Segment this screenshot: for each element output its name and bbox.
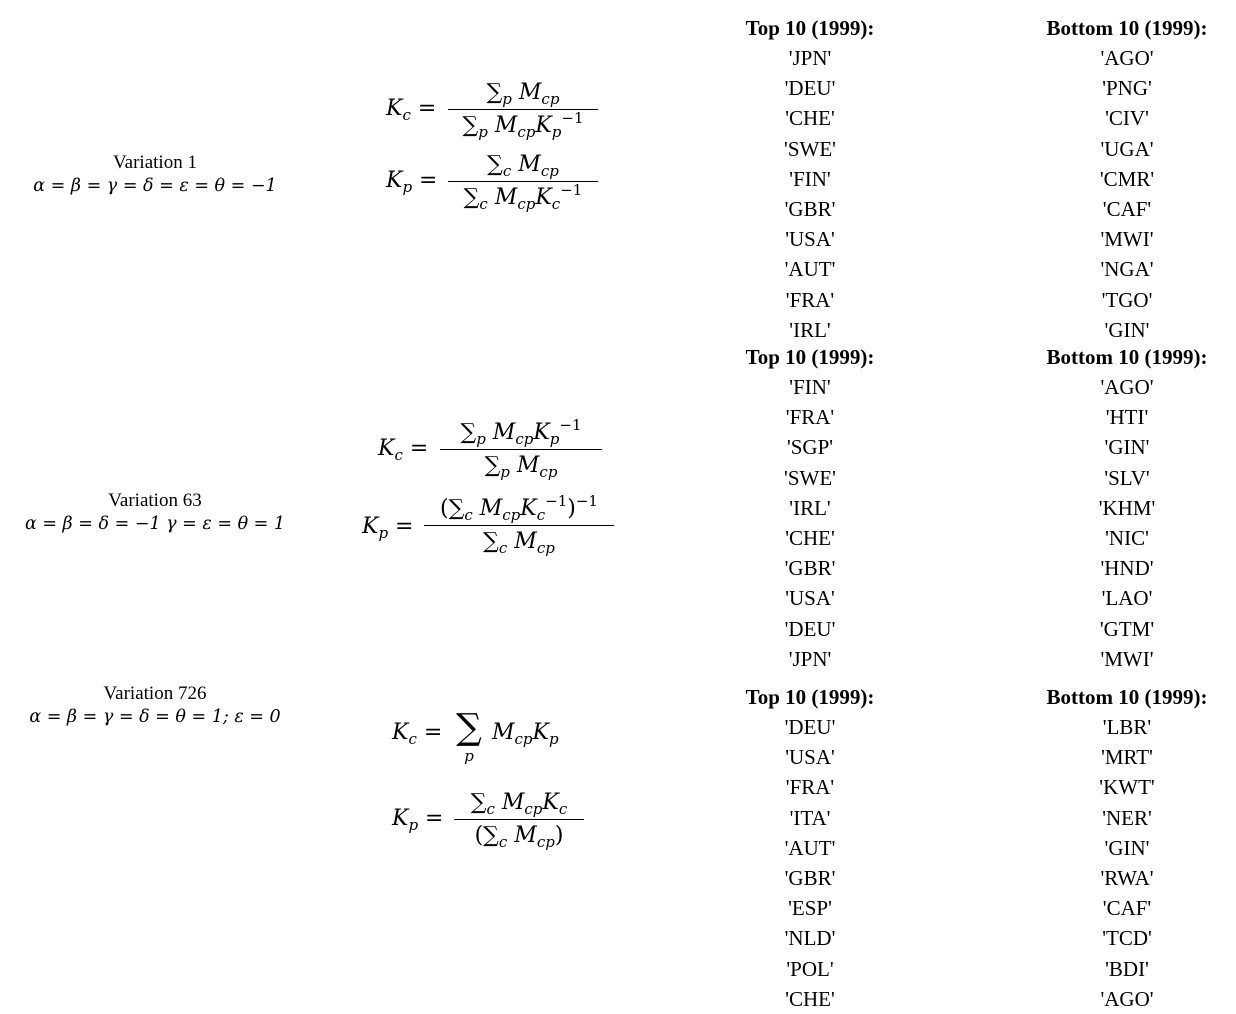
top-10-list-variation-63: Top 10 (1999): 'FIN' 'FRA' 'SGP' 'SWE' '… [715,342,905,674]
top-10-header: Top 10 (1999): [745,16,875,40]
country-code: 'CHE' [785,525,835,550]
kc-equation-variation-726: Kc = ∑ p McpKp [392,707,559,765]
country-code: 'USA' [785,586,835,611]
country-code: 'CHE' [785,106,835,131]
country-code: 'TGO' [1101,287,1153,312]
country-code: 'KHM' [1098,495,1156,520]
country-code: 'USA' [785,227,835,252]
variation-726-label: Variation 726 α = β = γ = δ = θ = 1; ε =… [0,683,310,729]
country-code: 'GBR' [784,556,836,581]
variation-1-label: Variation 1 α = β = γ = δ = ε = θ = −1 [0,152,310,198]
country-code: 'AGO' [1100,986,1154,1011]
country-code: 'IRL' [789,317,831,342]
country-code: 'MWI' [1100,227,1154,252]
country-code: 'CHE' [785,986,835,1011]
country-code: 'AGO' [1100,375,1154,399]
country-code: 'CMR' [1099,166,1155,191]
country-code: 'NER' [1102,805,1152,830]
country-code: 'BDI' [1105,956,1149,981]
kc-equation-variation-63: Kc = ∑p McpKp−1 ∑p Mcp [378,418,628,488]
country-code: 'MWI' [1100,646,1154,671]
country-code: 'IRL' [789,495,831,520]
country-code: 'POL' [786,956,834,981]
country-code: 'SWE' [784,136,836,161]
country-code: 'FIN' [789,375,831,399]
country-code: 'AUT' [784,257,836,282]
country-code: 'GIN' [1104,835,1150,860]
country-code: 'DEU' [784,715,836,739]
country-code: 'GTM' [1099,616,1155,641]
country-code: 'CAF' [1102,196,1152,221]
country-code: 'LBR' [1102,715,1152,739]
country-code: 'NIC' [1105,525,1149,550]
country-code: 'GIN' [1104,317,1150,342]
top-10-list-variation-726: Top 10 (1999): 'DEU' 'USA' 'FRA' 'ITA' '… [715,682,905,1014]
country-code: 'DEU' [784,76,836,101]
country-code: 'HTI' [1105,405,1149,430]
country-code: 'MRT' [1101,745,1153,770]
country-code: 'PNG' [1102,76,1152,101]
parameter-condition: α = β = δ = −1 γ = ε = θ = 1 [24,514,286,534]
bottom-10-header: Bottom 10 (1999): [1046,345,1208,369]
bottom-10-list-variation-1: Bottom 10 (1999): 'AGO' 'PNG' 'CIV' 'UGA… [1020,13,1234,345]
country-code: 'DEU' [784,616,836,641]
top-10-list-variation-1: Top 10 (1999): 'JPN' 'DEU' 'CHE' 'SWE' '… [715,13,905,345]
country-code: 'JPN' [788,46,832,70]
top-10-header: Top 10 (1999): [745,685,875,709]
country-code: 'FRA' [785,287,835,312]
variation-name: Variation 726 [103,683,207,704]
country-code: 'UGA' [1100,136,1154,161]
country-code: 'FRA' [785,405,835,430]
country-code: 'TCD' [1102,926,1152,951]
bottom-10-list-variation-63: Bottom 10 (1999): 'AGO' 'HTI' 'GIN' 'SLV… [1020,342,1234,674]
country-code: 'CAF' [1102,896,1152,921]
country-code: 'USA' [785,745,835,770]
country-code: 'NLD' [784,926,836,951]
top-10-header: Top 10 (1999): [745,345,875,369]
kc-equation-variation-1: Kc = ∑p Mcp ∑p McpKp−1 [386,78,626,148]
country-code: 'ESP' [788,896,832,921]
country-code: 'SLV' [1104,465,1150,490]
country-code: 'KWT' [1099,775,1155,800]
parameter-condition: α = β = γ = δ = θ = 1; ε = 0 [29,707,281,727]
country-code: 'FRA' [785,775,835,800]
bottom-10-header: Bottom 10 (1999): [1046,16,1208,40]
variation-name: Variation 63 [108,490,202,511]
country-code: 'FIN' [789,166,831,191]
bottom-10-header: Bottom 10 (1999): [1046,685,1208,709]
country-code: 'AUT' [784,835,836,860]
country-code: 'SWE' [784,465,836,490]
parameter-condition: α = β = γ = δ = ε = θ = −1 [33,176,277,196]
country-code: 'GBR' [784,865,836,890]
kp-equation-variation-63: Kp = (∑c McpKc−1)−1 ∑c Mcp [362,494,622,568]
country-code: 'CIV' [1105,106,1149,131]
kp-equation-variation-1: Kp = ∑c Mcp ∑c McpKc−1 [386,150,626,220]
country-code: 'LAO' [1101,586,1153,611]
bottom-10-list-variation-726: Bottom 10 (1999): 'LBR' 'MRT' 'KWT' 'NER… [1020,682,1234,1014]
country-code: 'ITA' [789,805,831,830]
variation-name: Variation 1 [113,152,197,173]
kp-equation-variation-726: Kp = ∑c McpKc (∑c Mcp) [392,788,612,862]
country-code: 'SGP' [786,435,834,460]
country-code: 'HND' [1100,556,1154,581]
country-code: 'RWA' [1100,865,1154,890]
country-code: 'AGO' [1100,46,1154,70]
country-code: 'NGA' [1100,257,1154,282]
variation-63-label: Variation 63 α = β = δ = −1 γ = ε = θ = … [0,490,310,536]
country-code: 'JPN' [788,646,832,671]
country-code: 'GBR' [784,196,836,221]
country-code: 'GIN' [1104,435,1150,460]
